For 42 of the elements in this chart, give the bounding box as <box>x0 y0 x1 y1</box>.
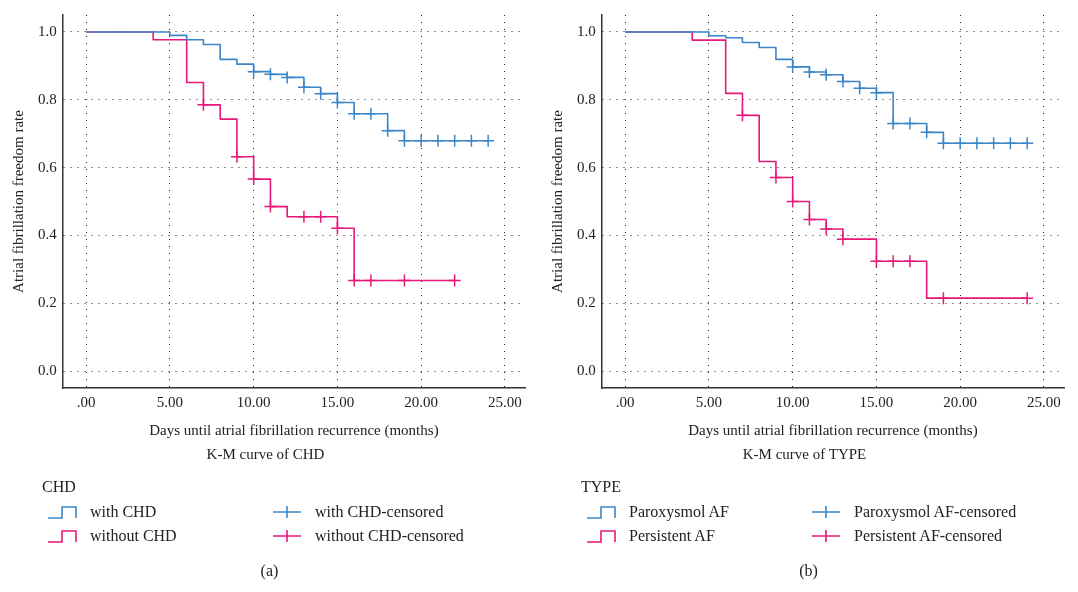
legend-label: Persistent AF-censored <box>854 527 1002 545</box>
legend-title: TYPE <box>581 478 622 496</box>
y-tick-label: 1.0 <box>38 22 57 39</box>
y-tick-label: 0.2 <box>577 294 596 311</box>
x-tick-label: .00 <box>76 393 96 410</box>
x-tick-label: 20.00 <box>404 393 439 410</box>
text: K-M curve of CHD <box>206 445 325 462</box>
x-tick-label: 10.00 <box>775 393 810 410</box>
y-tick-label: 0.8 <box>38 90 57 107</box>
legend-label: Paroxysmol AF-censored <box>854 503 1017 521</box>
y-tick-label: 0.6 <box>577 158 597 175</box>
legend-label: with CHD <box>90 503 157 521</box>
y-tick-label: 1.0 <box>577 22 596 39</box>
y-tick-label: 0.8 <box>577 90 596 107</box>
x-tick-label: 10.00 <box>236 393 271 410</box>
legend-label: without CHD <box>90 527 177 545</box>
y-tick-label: 0.4 <box>38 226 58 243</box>
x-tick-label: 20.00 <box>943 393 978 410</box>
x-tick-label: .00 <box>615 393 635 410</box>
x-tick-label: 15.00 <box>320 393 355 410</box>
text: K-M curve of TYPE <box>742 445 867 462</box>
y-axis-title: Atrial fibrillation freedom rate <box>548 109 565 293</box>
x-axis-title: Days until atrial fibrillation recurrence (months) <box>688 421 978 439</box>
x-tick-label: 5.00 <box>695 393 723 410</box>
y-tick-label: 0.4 <box>577 226 597 243</box>
x-tick-label: 5.00 <box>156 393 184 410</box>
legend-label: without CHD-censored <box>315 527 464 545</box>
legend-label: with CHD-censored <box>315 503 444 521</box>
x-tick-label: 25.00 <box>1027 393 1061 410</box>
text: (b) <box>798 562 819 580</box>
legend-label: Paroxysmol AF <box>629 503 730 521</box>
y-axis-title: Atrial fibrillation freedom rate <box>9 109 26 293</box>
x-tick-label: 25.00 <box>488 393 522 410</box>
text: (a) <box>259 562 280 580</box>
x-axis-title: Days until atrial fibrillation recurrence (months) <box>149 421 439 439</box>
legend-label: Persistent AF <box>629 527 715 545</box>
y-tick-label: 0.0 <box>577 361 596 378</box>
x-tick-label: 15.00 <box>859 393 894 410</box>
legend-title: CHD <box>42 478 77 496</box>
y-tick-label: 0.2 <box>38 294 57 311</box>
y-tick-label: 0.6 <box>38 158 58 175</box>
y-tick-label: 0.0 <box>38 361 57 378</box>
